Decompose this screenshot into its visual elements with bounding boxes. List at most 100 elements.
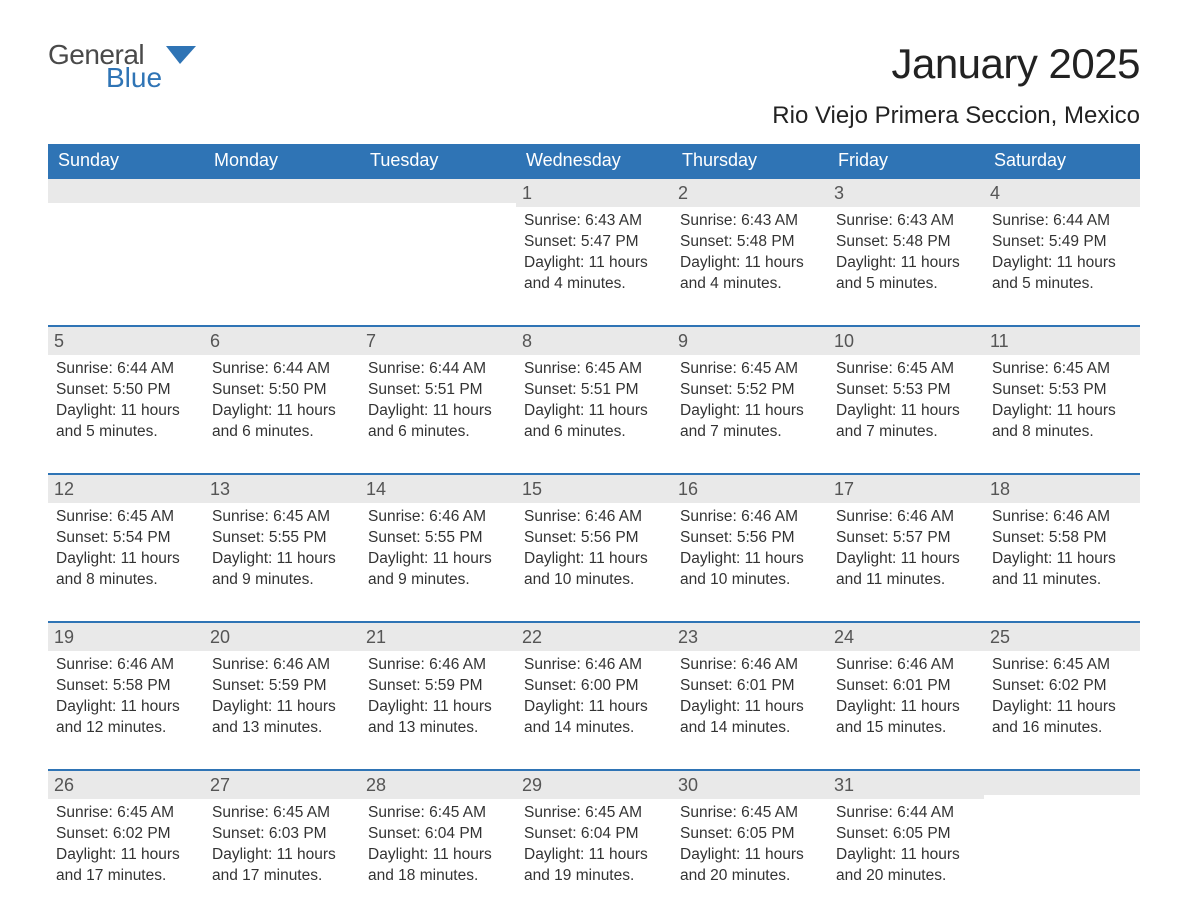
calendar-day-cell: 12Sunrise: 6:45 AMSunset: 5:54 PMDayligh…	[48, 474, 204, 622]
calendar-day-cell: 23Sunrise: 6:46 AMSunset: 6:01 PMDayligh…	[672, 622, 828, 770]
daylight-text: Daylight: 11 hours and 14 minutes.	[680, 697, 820, 739]
sunset-text: Sunset: 6:01 PM	[680, 676, 820, 697]
sunset-text: Sunset: 5:48 PM	[836, 232, 976, 253]
daylight-text: Daylight: 11 hours and 6 minutes.	[212, 401, 352, 443]
calendar-day-cell: 25Sunrise: 6:45 AMSunset: 6:02 PMDayligh…	[984, 622, 1140, 770]
sunset-text: Sunset: 5:53 PM	[836, 380, 976, 401]
calendar-day-cell: 7Sunrise: 6:44 AMSunset: 5:51 PMDaylight…	[360, 326, 516, 474]
calendar-week-row: 12Sunrise: 6:45 AMSunset: 5:54 PMDayligh…	[48, 474, 1140, 622]
sunrise-text: Sunrise: 6:46 AM	[56, 655, 196, 676]
daylight-text: Daylight: 11 hours and 13 minutes.	[212, 697, 352, 739]
day-number: 17	[828, 475, 984, 503]
daylight-text: Daylight: 11 hours and 13 minutes.	[368, 697, 508, 739]
daylight-text: Daylight: 11 hours and 14 minutes.	[524, 697, 664, 739]
day-number	[48, 179, 204, 203]
sunset-text: Sunset: 5:56 PM	[680, 528, 820, 549]
sunrise-text: Sunrise: 6:46 AM	[524, 507, 664, 528]
calendar-day-cell: 5Sunrise: 6:44 AMSunset: 5:50 PMDaylight…	[48, 326, 204, 474]
calendar-day-cell: 31Sunrise: 6:44 AMSunset: 6:05 PMDayligh…	[828, 770, 984, 918]
daylight-text: Daylight: 11 hours and 16 minutes.	[992, 697, 1132, 739]
sunrise-text: Sunrise: 6:46 AM	[680, 655, 820, 676]
calendar-week-row: 5Sunrise: 6:44 AMSunset: 5:50 PMDaylight…	[48, 326, 1140, 474]
sunset-text: Sunset: 6:02 PM	[56, 824, 196, 845]
sunrise-text: Sunrise: 6:44 AM	[368, 359, 508, 380]
calendar-day-cell: 29Sunrise: 6:45 AMSunset: 6:04 PMDayligh…	[516, 770, 672, 918]
location-label: Rio Viejo Primera Seccion, Mexico	[772, 102, 1140, 130]
sunrise-text: Sunrise: 6:43 AM	[524, 211, 664, 232]
sunset-text: Sunset: 5:56 PM	[524, 528, 664, 549]
weekday-header: Thursday	[672, 144, 828, 178]
sunrise-text: Sunrise: 6:45 AM	[680, 803, 820, 824]
sunrise-text: Sunrise: 6:46 AM	[836, 507, 976, 528]
calendar-day-cell: 21Sunrise: 6:46 AMSunset: 5:59 PMDayligh…	[360, 622, 516, 770]
day-number: 21	[360, 623, 516, 651]
daylight-text: Daylight: 11 hours and 8 minutes.	[56, 549, 196, 591]
day-number: 2	[672, 179, 828, 207]
sunset-text: Sunset: 5:58 PM	[992, 528, 1132, 549]
sunrise-text: Sunrise: 6:45 AM	[524, 803, 664, 824]
sunset-text: Sunset: 5:57 PM	[836, 528, 976, 549]
day-number: 7	[360, 327, 516, 355]
sunset-text: Sunset: 5:47 PM	[524, 232, 664, 253]
day-number: 27	[204, 771, 360, 799]
weekday-header: Tuesday	[360, 144, 516, 178]
day-number: 3	[828, 179, 984, 207]
sunrise-text: Sunrise: 6:46 AM	[680, 507, 820, 528]
sunrise-text: Sunrise: 6:45 AM	[56, 803, 196, 824]
calendar-day-cell: 6Sunrise: 6:44 AMSunset: 5:50 PMDaylight…	[204, 326, 360, 474]
day-number	[204, 179, 360, 203]
sunrise-text: Sunrise: 6:44 AM	[836, 803, 976, 824]
calendar-day-cell: 11Sunrise: 6:45 AMSunset: 5:53 PMDayligh…	[984, 326, 1140, 474]
daylight-text: Daylight: 11 hours and 4 minutes.	[524, 253, 664, 295]
daylight-text: Daylight: 11 hours and 11 minutes.	[836, 549, 976, 591]
calendar-day-cell: 8Sunrise: 6:45 AMSunset: 5:51 PMDaylight…	[516, 326, 672, 474]
calendar-day-cell: 18Sunrise: 6:46 AMSunset: 5:58 PMDayligh…	[984, 474, 1140, 622]
calendar-day-cell	[984, 770, 1140, 918]
sunset-text: Sunset: 5:53 PM	[992, 380, 1132, 401]
calendar-day-cell: 13Sunrise: 6:45 AMSunset: 5:55 PMDayligh…	[204, 474, 360, 622]
weekday-header: Friday	[828, 144, 984, 178]
sunset-text: Sunset: 5:51 PM	[368, 380, 508, 401]
sunrise-text: Sunrise: 6:43 AM	[680, 211, 820, 232]
day-number: 24	[828, 623, 984, 651]
sunset-text: Sunset: 6:03 PM	[212, 824, 352, 845]
calendar-day-cell: 30Sunrise: 6:45 AMSunset: 6:05 PMDayligh…	[672, 770, 828, 918]
day-number: 22	[516, 623, 672, 651]
title-block: January 2025 Rio Viejo Primera Seccion, …	[772, 40, 1140, 130]
daylight-text: Daylight: 11 hours and 6 minutes.	[524, 401, 664, 443]
calendar-day-cell: 26Sunrise: 6:45 AMSunset: 6:02 PMDayligh…	[48, 770, 204, 918]
sunset-text: Sunset: 6:01 PM	[836, 676, 976, 697]
day-number: 6	[204, 327, 360, 355]
calendar-day-cell	[360, 178, 516, 326]
day-number: 5	[48, 327, 204, 355]
daylight-text: Daylight: 11 hours and 8 minutes.	[992, 401, 1132, 443]
calendar-day-cell	[48, 178, 204, 326]
day-number: 20	[204, 623, 360, 651]
calendar-day-cell: 3Sunrise: 6:43 AMSunset: 5:48 PMDaylight…	[828, 178, 984, 326]
sunrise-text: Sunrise: 6:44 AM	[992, 211, 1132, 232]
sunset-text: Sunset: 6:05 PM	[680, 824, 820, 845]
calendar-day-cell: 22Sunrise: 6:46 AMSunset: 6:00 PMDayligh…	[516, 622, 672, 770]
sunrise-text: Sunrise: 6:45 AM	[680, 359, 820, 380]
calendar-day-cell: 28Sunrise: 6:45 AMSunset: 6:04 PMDayligh…	[360, 770, 516, 918]
calendar-day-cell: 24Sunrise: 6:46 AMSunset: 6:01 PMDayligh…	[828, 622, 984, 770]
sunset-text: Sunset: 5:55 PM	[212, 528, 352, 549]
logo: General Blue	[48, 40, 200, 93]
daylight-text: Daylight: 11 hours and 9 minutes.	[368, 549, 508, 591]
sunrise-text: Sunrise: 6:46 AM	[992, 507, 1132, 528]
sunset-text: Sunset: 6:05 PM	[836, 824, 976, 845]
weekday-header: Monday	[204, 144, 360, 178]
daylight-text: Daylight: 11 hours and 5 minutes.	[836, 253, 976, 295]
calendar-day-cell: 14Sunrise: 6:46 AMSunset: 5:55 PMDayligh…	[360, 474, 516, 622]
sunrise-text: Sunrise: 6:45 AM	[212, 507, 352, 528]
day-number: 16	[672, 475, 828, 503]
daylight-text: Daylight: 11 hours and 4 minutes.	[680, 253, 820, 295]
sunrise-text: Sunrise: 6:45 AM	[368, 803, 508, 824]
daylight-text: Daylight: 11 hours and 18 minutes.	[368, 845, 508, 887]
daylight-text: Daylight: 11 hours and 17 minutes.	[212, 845, 352, 887]
sunset-text: Sunset: 5:55 PM	[368, 528, 508, 549]
sunrise-text: Sunrise: 6:45 AM	[212, 803, 352, 824]
daylight-text: Daylight: 11 hours and 5 minutes.	[992, 253, 1132, 295]
day-number: 18	[984, 475, 1140, 503]
daylight-text: Daylight: 11 hours and 12 minutes.	[56, 697, 196, 739]
